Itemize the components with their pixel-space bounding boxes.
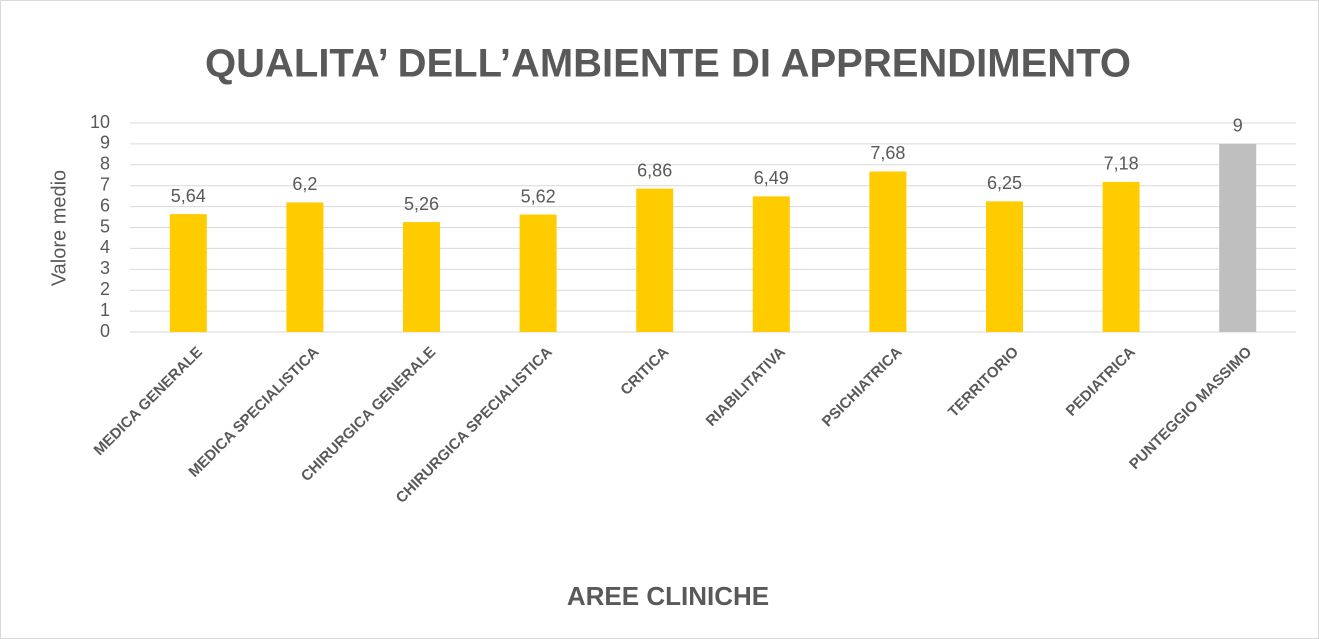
bar bbox=[636, 188, 674, 332]
bar bbox=[519, 214, 557, 332]
bar bbox=[1219, 143, 1257, 332]
bar bbox=[869, 171, 907, 332]
bar bbox=[403, 222, 440, 332]
bar bbox=[1102, 181, 1140, 332]
y-tick-label: 6 bbox=[100, 195, 110, 215]
bar bbox=[986, 201, 1023, 332]
y-tick-label: 1 bbox=[100, 300, 110, 320]
data-label: 7,68 bbox=[870, 143, 905, 163]
bar bbox=[752, 196, 790, 332]
bar bbox=[169, 214, 207, 332]
y-tick-label: 7 bbox=[100, 174, 110, 194]
data-label: 7,18 bbox=[1104, 154, 1139, 174]
data-label: 6,2 bbox=[292, 174, 317, 194]
y-tick-label: 10 bbox=[90, 112, 110, 132]
y-tick-label: 5 bbox=[100, 216, 110, 236]
y-axis-title: Valore medio bbox=[48, 170, 70, 286]
y-tick-label: 2 bbox=[100, 279, 110, 299]
chart-title: QUALITA’ DELL’AMBIENTE DI APPRENDIMENTO bbox=[205, 42, 1131, 86]
bar bbox=[286, 202, 324, 332]
data-label: 6,49 bbox=[754, 168, 789, 188]
x-axis-title: AREE CLINICHE bbox=[567, 581, 769, 611]
y-tick-label: 4 bbox=[100, 237, 110, 257]
data-label: 5,64 bbox=[171, 186, 206, 206]
data-label: 6,25 bbox=[987, 173, 1022, 193]
y-tick-label: 9 bbox=[100, 133, 110, 153]
data-label: 9 bbox=[1233, 116, 1243, 136]
y-tick-label: 0 bbox=[100, 321, 110, 341]
data-label: 5,62 bbox=[521, 186, 556, 206]
data-label: 5,26 bbox=[404, 194, 439, 214]
y-tick-label: 8 bbox=[100, 154, 110, 174]
data-label: 6,86 bbox=[637, 160, 672, 180]
y-tick-label: 3 bbox=[100, 258, 110, 278]
